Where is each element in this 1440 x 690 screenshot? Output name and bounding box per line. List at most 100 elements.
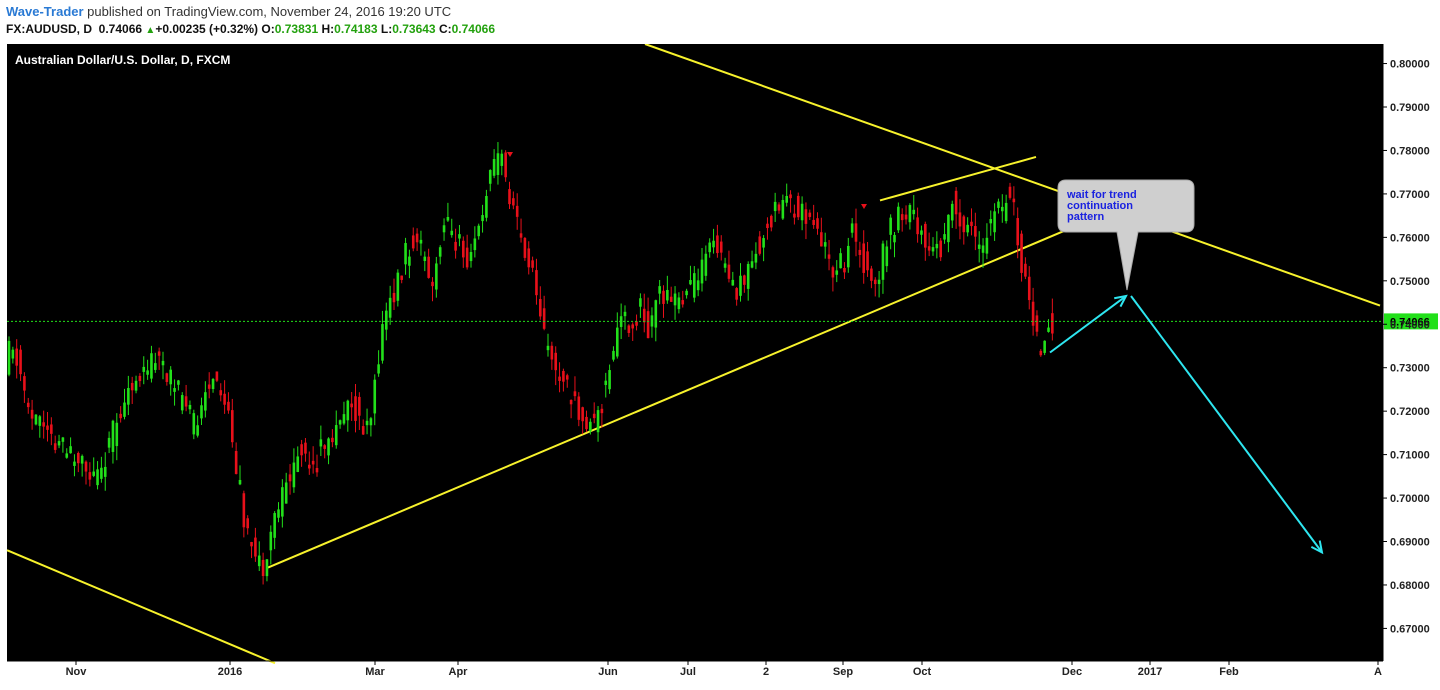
y-axis[interactable]: 0.80000 0.79000 0.78000 0.77000 0.76000 0.750… [1382, 44, 1430, 661]
symbol-label[interactable]: FX:AUDUSD, D [6, 22, 92, 36]
candle-body [639, 298, 642, 307]
candle-body [381, 324, 384, 361]
candle-body [754, 253, 758, 263]
candle-body [916, 217, 919, 235]
candle-body [704, 253, 708, 276]
candle-body [250, 541, 253, 547]
candle-body [142, 366, 146, 372]
candle-body [465, 247, 469, 268]
candle-body [396, 272, 400, 301]
candle-body [65, 453, 69, 458]
candle-body [446, 217, 450, 221]
candle-body [750, 261, 754, 268]
candle-body [242, 493, 246, 528]
candle-body [1035, 315, 1039, 332]
candle-body [80, 455, 84, 464]
candle-body [677, 297, 681, 310]
candle-body [666, 289, 669, 301]
candle-body [519, 233, 523, 238]
x-tick-label: Dec [1062, 666, 1082, 678]
candle-body [281, 487, 284, 517]
candle-body [42, 422, 45, 427]
author-link[interactable]: Wave-Trader [6, 4, 84, 19]
candle-body [685, 290, 688, 296]
candle-body [608, 370, 611, 390]
candle-body [504, 152, 507, 178]
candle-body [246, 518, 249, 529]
candle-body [292, 462, 296, 488]
candle-body [146, 370, 149, 375]
candle-body [334, 425, 338, 446]
candle-body [512, 198, 515, 206]
y-tick-label: 0.67000 [1390, 623, 1430, 635]
candle-body [627, 325, 631, 333]
chart-header: Wave-Trader published on TradingView.com… [0, 0, 1440, 44]
candle-body [1043, 340, 1046, 353]
candle-body [862, 243, 865, 273]
low-label: L: [380, 22, 393, 36]
candle-body [700, 259, 704, 284]
candle-body [304, 442, 307, 454]
candle-body [215, 371, 219, 381]
candle-body [30, 409, 34, 419]
chart-area[interactable]: Australian Dollar/U.S. Dollar, D, FXCM 0… [0, 43, 1440, 685]
candle-body [974, 226, 977, 237]
candle-body [427, 256, 430, 278]
price-change: +0.00235 (+0.32%) [155, 22, 259, 36]
plot-background [7, 44, 1383, 661]
candle-body [939, 240, 942, 258]
x-axis[interactable]: Nov 2016 Mar Apr Jun Jul 2 Sep Oct Dec 2017 Feb A [7, 660, 1383, 678]
candle-body [388, 297, 392, 318]
candle-body [800, 203, 804, 221]
candle-body [96, 469, 99, 486]
candle-body [1027, 276, 1031, 301]
candle-body [257, 555, 261, 567]
x-tick-label: Jul [680, 666, 696, 678]
candle-body [508, 189, 511, 205]
candle-body [488, 170, 492, 184]
candle-body [762, 238, 765, 248]
y-tick-label: 0.78000 [1390, 145, 1430, 157]
x-tick-label: Apr [449, 666, 469, 678]
y-tick-label: 0.73000 [1390, 363, 1430, 375]
candle-body [935, 243, 939, 249]
candle-body [377, 364, 380, 374]
low-value: 0.73643 [392, 22, 436, 36]
candle-body [766, 223, 769, 229]
candle-body [646, 311, 650, 339]
candle-body [473, 238, 477, 251]
candle-body [993, 211, 996, 233]
candle-body [46, 425, 49, 430]
candle-body [50, 424, 53, 434]
candle-body [816, 218, 819, 229]
candle-body [192, 413, 196, 435]
candle-body [219, 390, 223, 396]
candle-body [924, 223, 927, 248]
candle-body [173, 388, 176, 392]
price-chart[interactable]: Australian Dollar/U.S. Dollar, D, FXCM 0… [0, 43, 1440, 685]
candle-body [589, 421, 592, 432]
candle-body [585, 416, 588, 430]
candle-body [696, 280, 700, 291]
candle-body [500, 153, 504, 166]
candle-body [1004, 202, 1008, 222]
candle-body [392, 292, 396, 303]
candle-body [908, 205, 912, 223]
candle-body [365, 420, 369, 426]
candle-body [327, 438, 330, 456]
candle-body [835, 270, 839, 275]
candle-body [931, 247, 935, 252]
candle-body [111, 420, 115, 452]
candle-body [943, 234, 946, 240]
candle-body [820, 232, 823, 247]
candle-body [469, 251, 473, 262]
candle-body [358, 396, 361, 416]
y-tick-label: 0.80000 [1390, 59, 1430, 71]
x-tick-label: 2016 [218, 666, 242, 678]
candle-body [623, 311, 627, 317]
candle-body [843, 268, 846, 273]
candle-body [200, 405, 203, 419]
candle-body [369, 418, 373, 426]
candle-body [315, 468, 319, 473]
